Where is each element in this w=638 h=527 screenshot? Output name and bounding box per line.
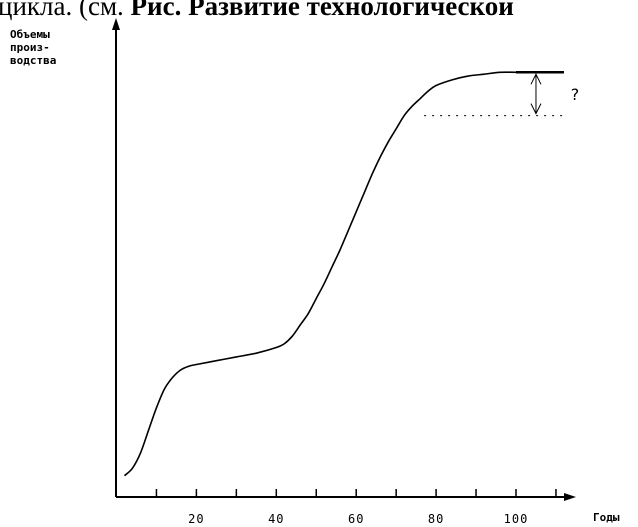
x-tick-label: 60 xyxy=(348,512,364,526)
x-tick-label: 40 xyxy=(268,512,284,526)
header-text-regular: цикла. (см. xyxy=(0,0,131,21)
x-tick-label: 80 xyxy=(428,512,444,526)
x-tick-labels: 20 40 60 80 100 xyxy=(188,512,529,526)
header-text: цикла. (см. Рис. Развитие технологическо… xyxy=(0,0,514,21)
y-axis-arrow xyxy=(112,18,120,30)
y-axis-label: Объемы произ- водства xyxy=(10,28,56,67)
y-axis-label-line: водства xyxy=(10,54,56,67)
growth-curve xyxy=(123,71,564,477)
x-tick-label: 100 xyxy=(504,512,529,526)
x-tick-label: 20 xyxy=(188,512,204,526)
gap-arrowhead-top xyxy=(530,73,542,85)
x-axis-arrow xyxy=(564,493,576,501)
y-axis-label-line: произ- xyxy=(10,41,50,54)
header-text-bold: Рис. Развитие технологической xyxy=(131,0,514,21)
gap-arrowhead-bottom xyxy=(530,103,542,115)
y-axis-label-line: Объемы xyxy=(10,28,50,41)
gap-arrow xyxy=(530,73,542,115)
question-annotation: ? xyxy=(570,85,580,104)
x-axis-label: Годы xyxy=(593,511,620,524)
x-ticks xyxy=(155,489,557,497)
